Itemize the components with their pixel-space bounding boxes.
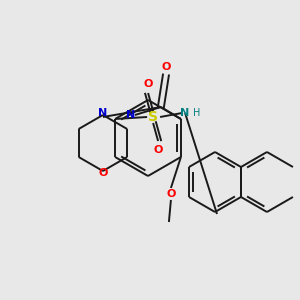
Text: O: O [153, 145, 163, 155]
Text: O: O [98, 168, 108, 178]
Text: N: N [98, 108, 107, 118]
Text: N: N [126, 110, 136, 120]
Text: O: O [166, 189, 176, 199]
Text: O: O [143, 79, 153, 89]
Text: S: S [148, 110, 158, 124]
Text: O: O [161, 62, 171, 72]
Text: H: H [194, 108, 201, 118]
Text: N: N [181, 108, 190, 118]
